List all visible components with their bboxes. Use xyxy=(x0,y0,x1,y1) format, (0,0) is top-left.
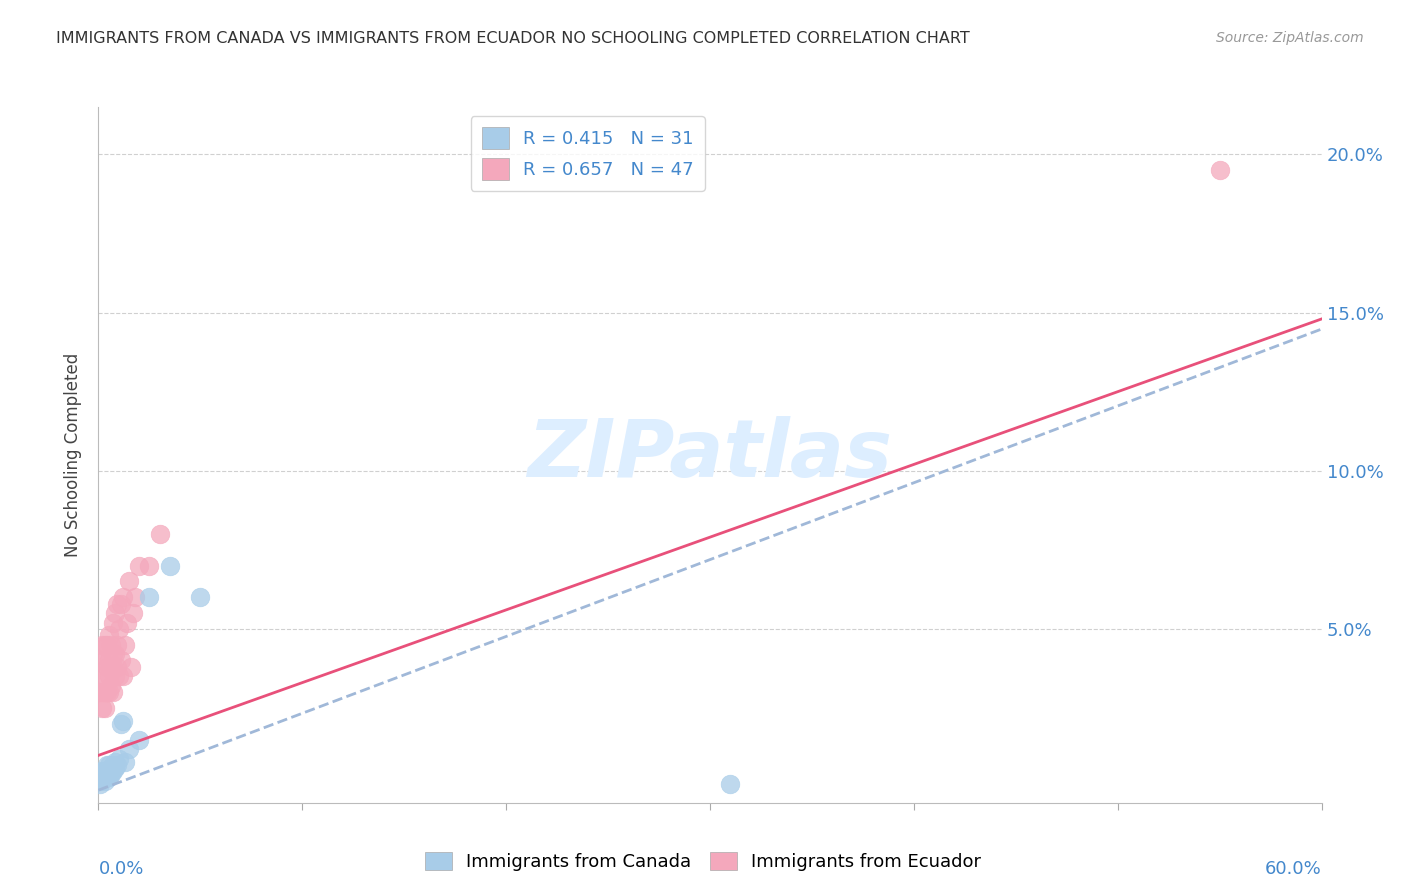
Point xyxy=(100,761,122,775)
Point xyxy=(101,615,124,630)
Point xyxy=(96,685,118,699)
Point xyxy=(114,638,136,652)
Point xyxy=(96,771,118,785)
Point xyxy=(104,761,127,775)
Point xyxy=(149,527,172,541)
Point xyxy=(100,767,122,781)
Point xyxy=(122,606,145,620)
Point xyxy=(118,742,141,756)
Point xyxy=(93,638,115,652)
Point xyxy=(101,764,124,779)
Point xyxy=(124,591,146,605)
Point xyxy=(93,669,115,683)
Point xyxy=(93,701,115,715)
Point xyxy=(114,755,136,769)
Point xyxy=(104,669,127,683)
Text: IMMIGRANTS FROM CANADA VS IMMIGRANTS FROM ECUADOR NO SCHOOLING COMPLETED CORRELA: IMMIGRANTS FROM CANADA VS IMMIGRANTS FRO… xyxy=(56,31,970,46)
Point xyxy=(89,777,111,791)
Point xyxy=(89,685,111,699)
Point xyxy=(128,558,150,573)
Point xyxy=(720,777,742,791)
Point xyxy=(89,669,111,683)
Point xyxy=(110,597,132,611)
Point xyxy=(104,606,127,620)
Legend: Immigrants from Canada, Immigrants from Ecuador: Immigrants from Canada, Immigrants from … xyxy=(418,845,988,879)
Point xyxy=(101,647,124,661)
Point xyxy=(100,660,122,674)
Point xyxy=(93,764,115,779)
Point xyxy=(96,764,118,779)
Point xyxy=(105,597,128,611)
Point xyxy=(91,767,114,781)
Point xyxy=(96,638,118,652)
Point xyxy=(100,638,122,652)
Point xyxy=(128,732,150,747)
Point xyxy=(93,773,115,788)
Point xyxy=(101,660,124,674)
Point xyxy=(96,757,118,772)
Point xyxy=(89,773,111,788)
Point xyxy=(115,615,138,630)
Point xyxy=(159,558,181,573)
Point xyxy=(108,622,131,636)
Point xyxy=(91,685,114,699)
Point xyxy=(104,647,127,661)
Point xyxy=(111,714,134,728)
Point xyxy=(96,660,118,674)
Point xyxy=(97,757,120,772)
Point xyxy=(93,685,115,699)
Y-axis label: No Schooling Completed: No Schooling Completed xyxy=(65,353,83,557)
Point xyxy=(108,751,131,765)
Point xyxy=(97,685,120,699)
Point xyxy=(89,653,111,667)
Point xyxy=(101,685,124,699)
Point xyxy=(101,757,124,772)
Point xyxy=(118,574,141,589)
Point xyxy=(91,653,114,667)
Point xyxy=(97,628,120,642)
Point xyxy=(105,757,128,772)
Point xyxy=(97,764,120,779)
Point xyxy=(93,767,115,781)
Point xyxy=(100,679,122,693)
Point xyxy=(111,591,134,605)
Point xyxy=(138,558,160,573)
Point xyxy=(105,638,128,652)
Point xyxy=(97,653,120,667)
Text: Source: ZipAtlas.com: Source: ZipAtlas.com xyxy=(1216,31,1364,45)
Text: 60.0%: 60.0% xyxy=(1265,860,1322,878)
Point xyxy=(110,716,132,731)
Legend: R = 0.415   N = 31, R = 0.657   N = 47: R = 0.415 N = 31, R = 0.657 N = 47 xyxy=(471,116,704,191)
Point xyxy=(110,653,132,667)
Point xyxy=(104,755,127,769)
Point xyxy=(120,660,142,674)
Point xyxy=(188,591,212,605)
Point xyxy=(138,591,160,605)
Point xyxy=(111,669,134,683)
Point xyxy=(1209,163,1232,178)
Point xyxy=(108,669,131,683)
Point xyxy=(97,771,120,785)
Point xyxy=(91,701,114,715)
Point xyxy=(91,771,114,785)
Point xyxy=(91,638,114,652)
Text: 0.0%: 0.0% xyxy=(98,860,143,878)
Point xyxy=(105,660,128,674)
Point xyxy=(97,669,120,683)
Text: ZIPatlas: ZIPatlas xyxy=(527,416,893,494)
Point xyxy=(91,764,114,779)
